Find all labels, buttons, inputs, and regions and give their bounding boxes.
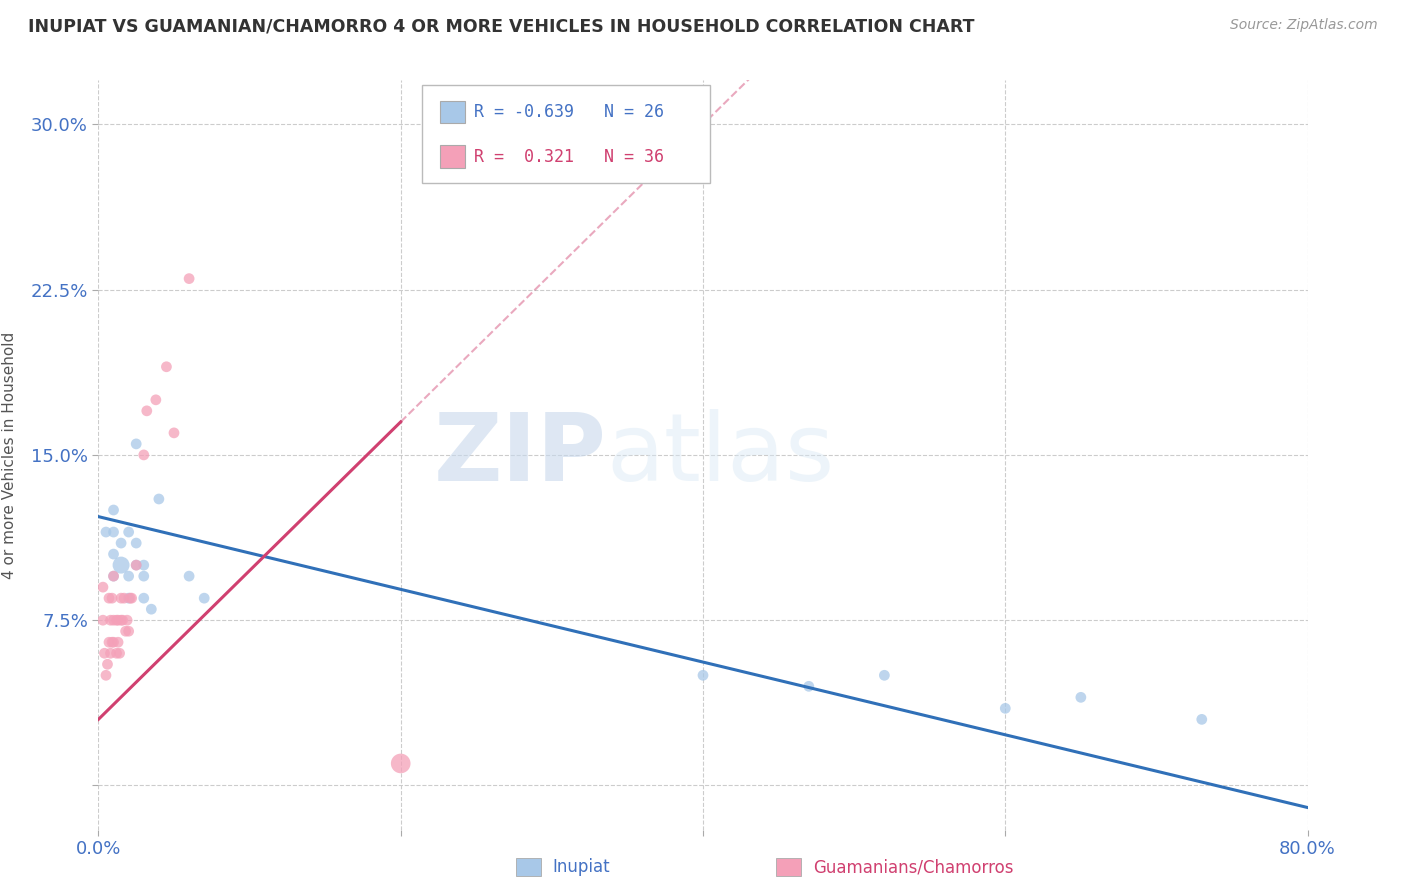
Point xyxy=(100,613,122,627)
Point xyxy=(101,635,124,649)
Point xyxy=(100,646,122,660)
Point xyxy=(1191,712,1213,726)
Point xyxy=(120,591,142,606)
Point xyxy=(107,635,129,649)
Point xyxy=(132,569,155,583)
Text: R = -0.639   N = 26: R = -0.639 N = 26 xyxy=(474,103,664,121)
Y-axis label: 4 or more Vehicles in Household: 4 or more Vehicles in Household xyxy=(1,331,17,579)
Point xyxy=(93,646,115,660)
Point xyxy=(125,558,148,573)
Text: Guamanians/Chamorros: Guamanians/Chamorros xyxy=(813,858,1014,876)
Point xyxy=(155,359,177,374)
Point xyxy=(112,591,135,606)
Point xyxy=(103,569,125,583)
Point xyxy=(110,591,132,606)
Point xyxy=(692,668,714,682)
Point xyxy=(125,558,148,573)
Point xyxy=(111,613,134,627)
Point xyxy=(114,624,136,639)
Point xyxy=(103,635,125,649)
Point xyxy=(797,679,820,693)
Point xyxy=(105,613,128,627)
Point xyxy=(148,491,170,506)
Point xyxy=(101,591,124,606)
Point xyxy=(110,558,132,573)
Point xyxy=(96,657,118,672)
Point xyxy=(108,646,131,660)
Point xyxy=(118,569,141,583)
Point xyxy=(118,591,141,606)
Point xyxy=(98,591,121,606)
Point xyxy=(994,701,1017,715)
Point xyxy=(389,756,412,771)
Point xyxy=(132,591,155,606)
Point xyxy=(110,613,132,627)
Text: Inupiat: Inupiat xyxy=(553,858,610,876)
Point xyxy=(163,425,186,440)
Point xyxy=(103,613,125,627)
Point xyxy=(103,503,125,517)
Point xyxy=(145,392,167,407)
Point xyxy=(110,536,132,550)
Point xyxy=(107,613,129,627)
Point xyxy=(91,613,114,627)
Point xyxy=(125,536,148,550)
Text: atlas: atlas xyxy=(606,409,835,501)
Point xyxy=(103,547,125,561)
Text: Source: ZipAtlas.com: Source: ZipAtlas.com xyxy=(1230,18,1378,32)
Point xyxy=(94,668,117,682)
Point xyxy=(1070,690,1092,705)
Point xyxy=(135,404,157,418)
Point xyxy=(118,624,141,639)
Point xyxy=(873,668,896,682)
Point xyxy=(118,524,141,539)
Text: ZIP: ZIP xyxy=(433,409,606,501)
Point xyxy=(179,271,201,285)
Point xyxy=(103,524,125,539)
Text: INUPIAT VS GUAMANIAN/CHAMORRO 4 OR MORE VEHICLES IN HOUSEHOLD CORRELATION CHART: INUPIAT VS GUAMANIAN/CHAMORRO 4 OR MORE … xyxy=(28,18,974,36)
Point xyxy=(103,569,125,583)
Point xyxy=(105,646,128,660)
Point xyxy=(125,437,148,451)
Text: R =  0.321   N = 36: R = 0.321 N = 36 xyxy=(474,147,664,166)
Point xyxy=(193,591,215,606)
Point xyxy=(98,635,121,649)
Point xyxy=(179,569,201,583)
Point xyxy=(94,524,117,539)
Point xyxy=(91,580,114,594)
Point xyxy=(115,613,138,627)
Point xyxy=(132,558,155,573)
Point xyxy=(132,448,155,462)
Point xyxy=(141,602,163,616)
Point xyxy=(121,591,143,606)
